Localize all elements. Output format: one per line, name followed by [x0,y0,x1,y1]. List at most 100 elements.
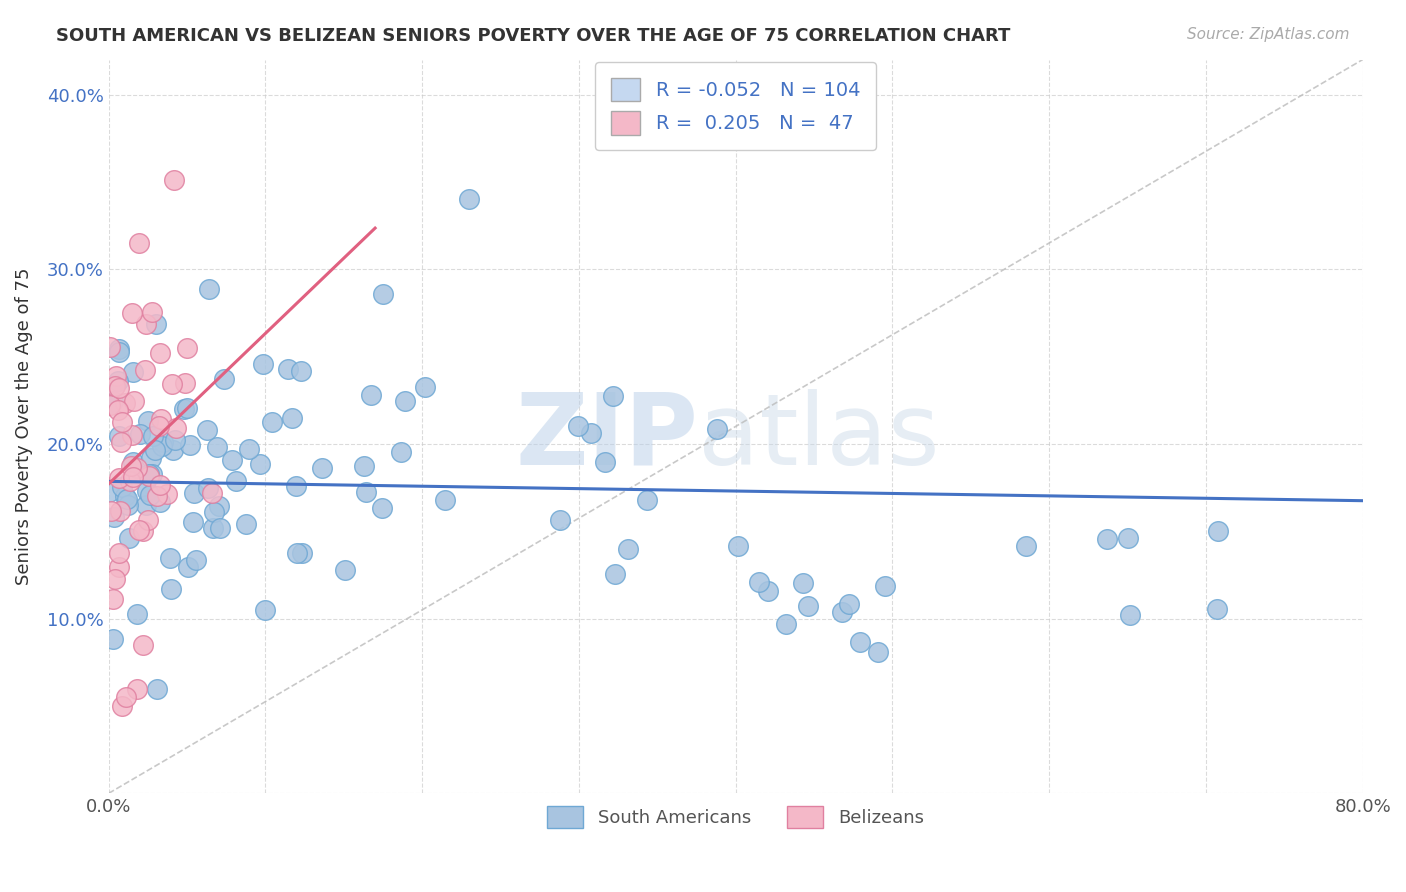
Point [111,415,134,429]
Point [201,521,224,535]
Point [148,477,170,491]
Point [238,442,260,456]
Point [145,489,167,503]
Point [260,415,283,429]
Text: ZIP: ZIP [515,389,697,486]
Point [101,632,124,646]
Point [145,318,167,332]
Point [104,572,127,586]
Point [176,341,198,355]
Point [122,393,145,408]
Point [148,419,170,434]
Point [567,418,589,433]
Point [617,542,640,557]
Point [281,411,304,425]
Point [1095,532,1118,546]
Point [1205,601,1227,615]
Text: SOUTH AMERICAN VS BELIZEAN SENIORS POVERTY OVER THE AGE OF 75 CORRELATION CHART: SOUTH AMERICAN VS BELIZEAN SENIORS POVER… [56,27,1011,45]
Point [224,474,246,488]
Point [1015,539,1038,553]
Point [1116,531,1139,545]
Point [143,443,166,458]
Point [201,486,224,500]
Point [100,396,122,410]
Point [602,389,624,403]
Point [100,504,122,518]
Point [108,503,131,517]
Point [110,434,132,449]
Point [163,173,186,187]
Point [122,470,145,484]
Point [254,603,277,617]
Point [873,579,896,593]
Point [101,394,124,409]
Point [146,681,169,696]
Point [98,484,121,499]
Point [202,505,225,519]
Point [727,539,749,553]
Point [415,380,437,394]
Point [208,521,231,535]
Point [125,607,148,621]
Point [176,401,198,415]
Point [138,467,160,482]
Point [756,583,779,598]
Point [849,635,872,649]
Point [252,357,274,371]
Point [333,563,356,577]
Point [120,459,142,474]
Point [139,487,162,501]
Point [548,513,571,527]
Point [107,560,129,574]
Point [142,429,165,443]
Point [122,365,145,379]
Point [136,513,159,527]
Point [792,576,814,591]
Point [107,374,129,388]
Point [208,499,231,513]
Point [98,398,121,412]
Point [121,306,143,320]
Point [195,423,218,437]
Point [136,484,159,499]
Point [173,402,195,417]
Point [141,305,163,319]
Point [121,428,143,442]
Point [595,454,617,468]
Text: atlas: atlas [697,389,939,486]
Point [111,480,134,494]
Point [394,393,416,408]
Point [128,523,150,537]
Point [290,364,312,378]
Point [108,546,131,560]
Point [866,645,889,659]
Point [131,638,153,652]
Point [111,698,134,713]
Point [150,412,173,426]
Point [775,616,797,631]
Point [389,445,412,459]
Point [107,403,129,417]
Point [152,435,174,450]
Point [159,550,181,565]
Point [311,461,333,475]
Point [184,553,207,567]
Point [176,560,198,574]
Point [104,379,127,393]
Point [249,457,271,471]
Y-axis label: Seniors Poverty Over the Age of 75: Seniors Poverty Over the Age of 75 [15,268,32,585]
Point [179,438,201,452]
Point [831,605,853,619]
Point [197,481,219,495]
Point [353,458,375,473]
Point [108,380,131,394]
Point [838,597,860,611]
Point [125,681,148,696]
Point [108,342,131,356]
Point [117,499,139,513]
Point [138,468,160,483]
Point [636,492,658,507]
Text: Source: ZipAtlas.com: Source: ZipAtlas.com [1187,27,1350,42]
Point [108,344,131,359]
Point [287,545,309,559]
